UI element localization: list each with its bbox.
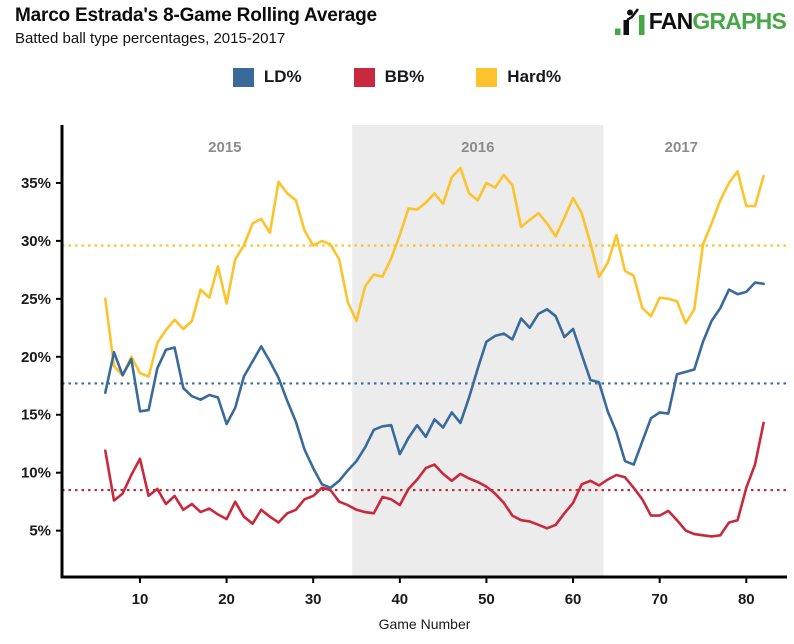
chart-header: Marco Estrada's 8-Game Rolling Average B… <box>15 5 377 47</box>
x-tick-label: 80 <box>738 591 755 608</box>
y-tick-label: 15% <box>21 407 51 424</box>
y-tick-label: 10% <box>21 465 51 482</box>
y-tick-label: 20% <box>21 349 51 366</box>
x-axis-title: Game Number <box>379 616 471 632</box>
page-title: Marco Estrada's 8-Game Rolling Average <box>15 5 377 26</box>
series-line-Hard% <box>104 166 765 378</box>
chart-legend: LD% BB% Hard% <box>0 67 794 87</box>
x-tick-label: 20 <box>218 591 235 608</box>
page-subtitle: Batted ball type percentages, 2015-2017 <box>15 30 286 47</box>
legend-item-ld: LD% <box>232 67 302 87</box>
season-band-2016 <box>352 125 604 577</box>
logo-fan-text: FAN <box>648 8 693 34</box>
year-label-2017: 2017 <box>665 139 698 156</box>
year-label-2016: 2016 <box>461 139 494 156</box>
y-tick-label: 35% <box>21 175 51 192</box>
y-tick-label: 25% <box>21 291 51 308</box>
x-tick-label: 50 <box>478 591 495 608</box>
x-tick-label: 60 <box>565 591 582 608</box>
legend-item-bb: BB% <box>353 67 425 87</box>
ld-color-swatch <box>232 67 254 87</box>
fangraphs-logo: FANGRAPHS <box>614 8 787 35</box>
y-tick-label: 30% <box>21 233 51 250</box>
fangraphs-logo-text: FANGRAPHS <box>648 8 787 35</box>
legend-label-hard: Hard% <box>507 67 562 86</box>
series-line-BB% <box>104 421 765 538</box>
y-tick-label: 5% <box>29 523 51 540</box>
x-tick-label: 70 <box>651 591 668 608</box>
axis-lines <box>60 125 787 579</box>
fangraphs-batter-icon <box>614 8 645 35</box>
x-tick-label: 10 <box>132 591 149 608</box>
series-line-LD% <box>104 281 765 490</box>
legend-item-hard: Hard% <box>476 67 561 87</box>
hard-color-swatch <box>476 67 498 87</box>
x-tick-label: 40 <box>391 591 408 608</box>
year-label-2015: 2015 <box>208 139 241 156</box>
x-tick-label: 30 <box>305 591 322 608</box>
bb-color-swatch <box>353 67 375 87</box>
legend-label-ld: LD% <box>263 67 302 86</box>
logo-graphs-text: GRAPHS <box>692 8 786 34</box>
legend-label-bb: BB% <box>384 67 425 86</box>
